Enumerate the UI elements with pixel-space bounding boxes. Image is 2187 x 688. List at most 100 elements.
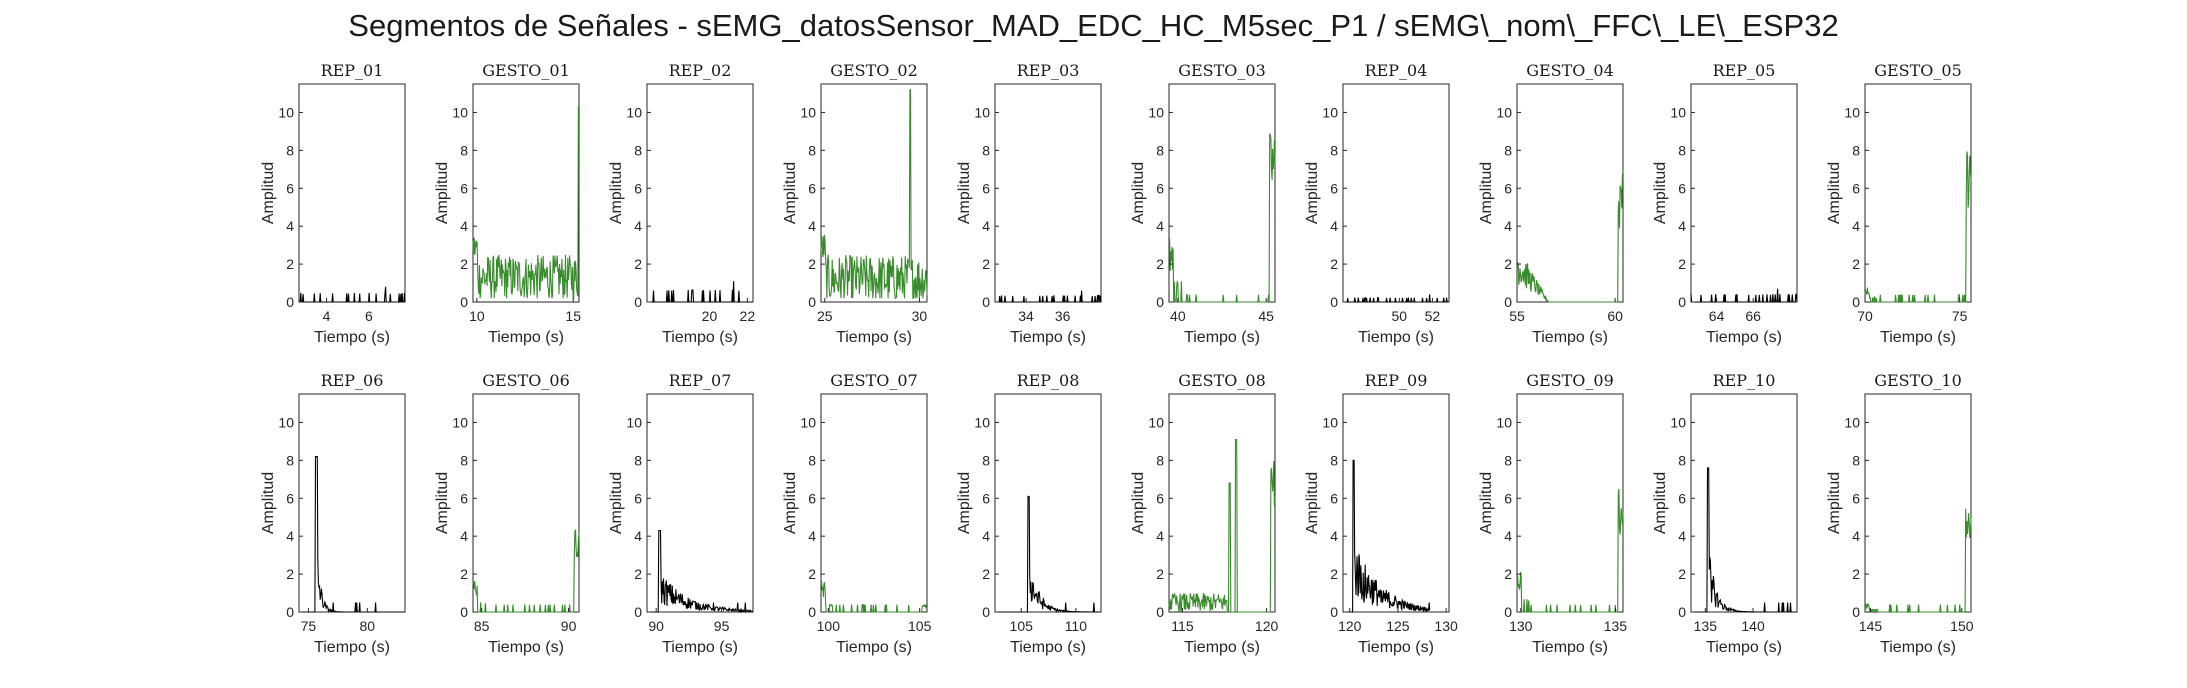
y-tick-label: 6 <box>634 490 642 506</box>
y-tick-label: 8 <box>1852 142 1860 158</box>
y-axis-label: Amplitud <box>1478 162 1495 224</box>
x-tick-label: 115 <box>1171 618 1194 634</box>
signal-line <box>1690 288 1798 303</box>
y-tick-label: 8 <box>982 452 990 468</box>
y-axis-label: Amplitud <box>1478 472 1495 534</box>
x-axis-label: Tiempo (s) <box>1010 639 1086 656</box>
axes-box <box>472 393 580 613</box>
y-tick-label: 8 <box>1330 142 1338 158</box>
subplot-title: GESTO_05 <box>1874 61 1962 80</box>
signal-line <box>299 286 406 303</box>
y-tick-label: 2 <box>1330 566 1338 582</box>
y-tick-label: 4 <box>1504 218 1512 234</box>
subplot-title: REP_05 <box>1713 61 1776 80</box>
y-tick-label: 4 <box>1330 218 1338 234</box>
y-tick-label: 2 <box>1156 256 1164 272</box>
y-tick-label: 10 <box>1148 414 1164 430</box>
y-tick-label: 6 <box>1852 180 1860 196</box>
y-tick-label: 6 <box>982 180 990 196</box>
signal-line <box>1691 467 1797 613</box>
y-tick-label: 2 <box>982 256 990 272</box>
x-axis-label: Tiempo (s) <box>662 639 738 656</box>
x-tick-label: 85 <box>474 618 490 634</box>
x-tick-label: 90 <box>648 618 664 634</box>
subplot-title: REP_09 <box>1365 371 1428 390</box>
x-axis-label: Tiempo (s) <box>1358 329 1434 346</box>
axes-box <box>1516 83 1624 303</box>
subplot-gesto-07: 0 2 4 6 8 10 100 105 GESTO_07 Tiempo (s) Amplitud <box>782 371 932 656</box>
x-axis-label: Tiempo (s) <box>836 329 912 346</box>
y-tick-label: 0 <box>1852 294 1860 310</box>
y-axis-label: Amplitud <box>1652 162 1669 224</box>
subplot-title: GESTO_08 <box>1178 371 1266 390</box>
y-tick-label: 10 <box>1496 414 1512 430</box>
signal-line <box>1864 508 1972 615</box>
y-tick-label: 10 <box>1670 414 1686 430</box>
y-tick-label: 8 <box>1504 452 1512 468</box>
y-tick-label: 0 <box>1504 604 1512 620</box>
x-tick-label: 66 <box>1745 308 1761 324</box>
y-tick-label: 0 <box>808 604 816 620</box>
y-tick-label: 4 <box>982 528 990 544</box>
x-tick-label: 4 <box>323 308 331 324</box>
x-tick-label: 34 <box>1018 308 1034 324</box>
y-tick-label: 10 <box>1844 414 1860 430</box>
y-tick-label: 6 <box>1678 490 1686 506</box>
y-tick-label: 8 <box>460 142 468 158</box>
y-tick-label: 6 <box>1504 180 1512 196</box>
y-tick-label: 10 <box>800 104 816 120</box>
signal-line <box>1168 133 1276 303</box>
axes-box <box>1864 83 1972 303</box>
y-axis-label: Amplitud <box>608 162 625 224</box>
subplot-title: GESTO_01 <box>482 61 570 80</box>
x-tick-label: 130 <box>1434 618 1458 634</box>
y-tick-label: 4 <box>1156 218 1164 234</box>
y-tick-label: 4 <box>460 218 468 234</box>
x-tick-label: 120 <box>1338 618 1362 634</box>
y-tick-label: 4 <box>286 218 294 234</box>
y-axis-label: Amplitud <box>1304 472 1321 534</box>
subplot-rep-10: 0 2 4 6 8 10 135 140 REP_10 Tiempo (s) Amplitud <box>1652 371 1798 656</box>
subplot-gesto-04: 0 2 4 6 8 10 55 60 GESTO_04 Tiempo (s) Amplitud <box>1478 61 1624 346</box>
subplot-title: REP_04 <box>1365 61 1428 80</box>
y-tick-label: 4 <box>460 528 468 544</box>
y-tick-label: 2 <box>460 256 468 272</box>
y-axis-label: Amplitud <box>1130 472 1147 534</box>
y-tick-label: 10 <box>452 414 468 430</box>
y-tick-label: 8 <box>634 452 642 468</box>
y-tick-label: 6 <box>1156 180 1164 196</box>
x-axis-label: Tiempo (s) <box>1532 329 1608 346</box>
subplot-title: GESTO_06 <box>482 371 570 390</box>
signal-line <box>472 529 580 613</box>
signal-line <box>299 456 405 614</box>
x-axis-label: Tiempo (s) <box>662 329 738 346</box>
x-tick-label: 36 <box>1055 308 1071 324</box>
x-axis-label: Tiempo (s) <box>1358 639 1434 656</box>
x-axis-label: Tiempo (s) <box>836 639 912 656</box>
y-tick-label: 8 <box>1678 452 1686 468</box>
x-axis-label: Tiempo (s) <box>1010 329 1086 346</box>
y-tick-label: 2 <box>634 566 642 582</box>
x-tick-label: 20 <box>702 308 718 324</box>
y-tick-label: 0 <box>1330 294 1338 310</box>
x-axis-label: Tiempo (s) <box>1532 639 1608 656</box>
x-tick-label: 55 <box>1509 308 1525 324</box>
y-tick-label: 2 <box>1330 256 1338 272</box>
y-tick-label: 10 <box>1322 104 1338 120</box>
figure-title: Segmentos de Señales - sEMG_datosSensor_… <box>348 8 1839 43</box>
y-tick-label: 10 <box>974 104 990 120</box>
y-tick-label: 10 <box>626 414 642 430</box>
axes-box <box>820 393 928 613</box>
x-tick-label: 25 <box>817 308 833 324</box>
y-tick-label: 0 <box>982 294 990 310</box>
y-tick-label: 6 <box>634 180 642 196</box>
axes-box <box>1864 393 1972 613</box>
y-tick-label: 0 <box>1504 294 1512 310</box>
y-tick-label: 10 <box>278 414 294 430</box>
subplot-title: REP_08 <box>1017 371 1080 390</box>
y-tick-label: 0 <box>808 294 816 310</box>
x-tick-label: 100 <box>817 618 841 634</box>
subplot-title: REP_02 <box>669 61 732 80</box>
y-tick-label: 8 <box>808 142 816 158</box>
y-tick-label: 6 <box>1330 490 1338 506</box>
